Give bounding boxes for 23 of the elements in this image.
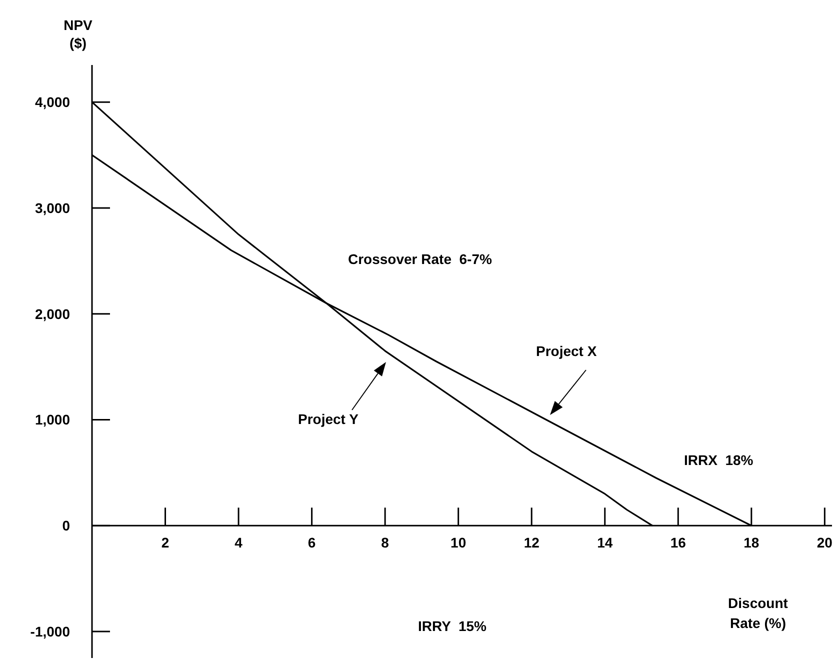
y-tick-label: 1,000 — [34, 412, 70, 428]
annotation: Project X — [536, 343, 597, 359]
x-tick-label: 6 — [308, 534, 316, 551]
x-tick-label: 18 — [744, 534, 760, 551]
x-tick-label: 20 — [816, 534, 833, 551]
y-tick-label: 0 — [62, 518, 70, 534]
y-tick-label: 4,000 — [34, 94, 70, 110]
y-axis-title: NPV ($) — [62, 16, 94, 52]
x-tick-label: 10 — [450, 534, 466, 551]
y-tick-label: 3,000 — [34, 200, 70, 216]
annotation: Crossover Rate 6-7% — [348, 251, 492, 267]
x-tick-label: 14 — [597, 534, 613, 551]
x-tick-label: 12 — [524, 534, 540, 551]
x-tick-label: 2 — [161, 534, 170, 551]
y-tick-label: 2,000 — [34, 306, 70, 322]
annotation: Project Y — [298, 411, 358, 427]
annotation: IRRY 15% — [418, 618, 486, 634]
annotation: IRRX 18% — [684, 452, 754, 468]
x-tick-label: 8 — [381, 534, 390, 551]
x-tick-label: 4 — [234, 534, 243, 551]
x-axis-title: Discount Rate (%) — [727, 594, 789, 633]
y-tick-label: -1,000 — [30, 624, 70, 640]
x-tick-label: 16 — [670, 534, 686, 551]
